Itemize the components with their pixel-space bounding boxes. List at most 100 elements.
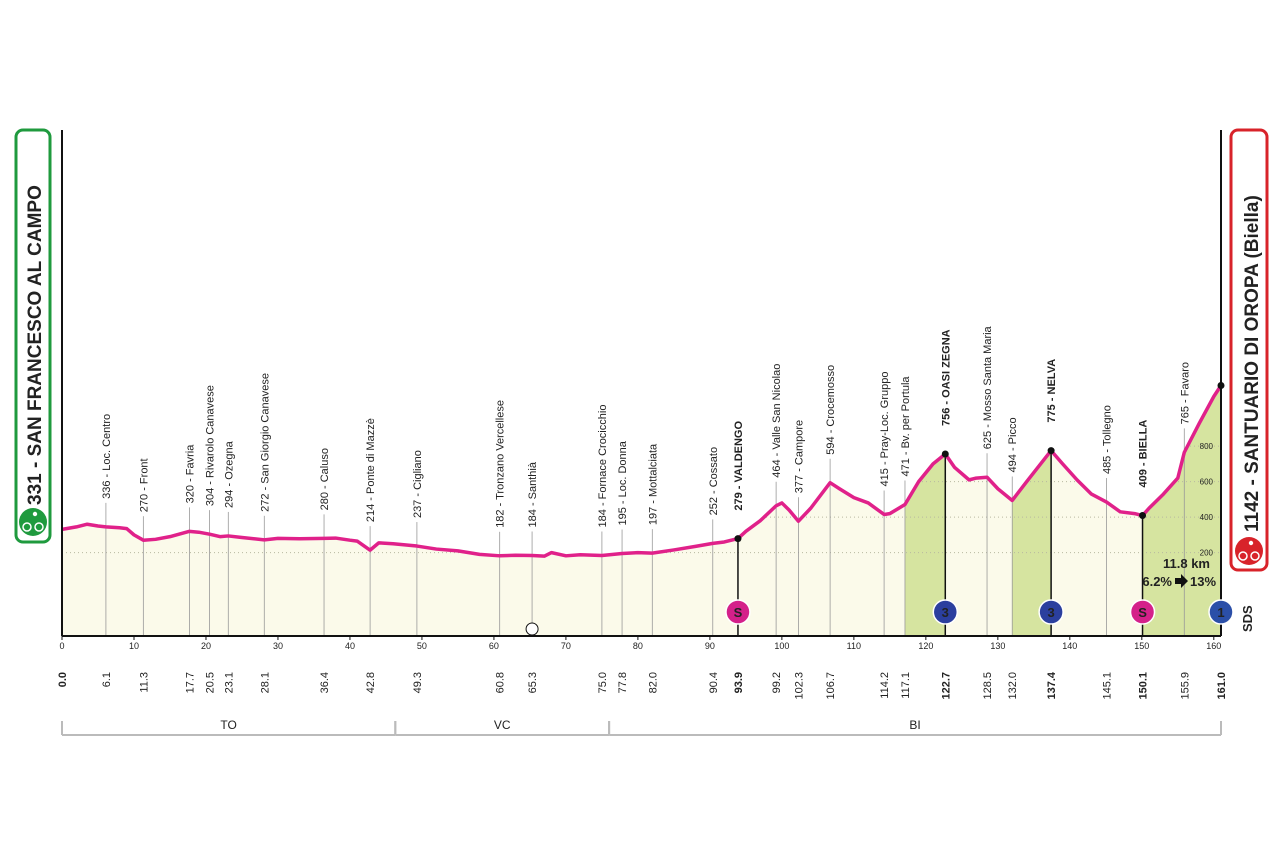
waypoint-name: 625 - Mosso Santa Maria: [982, 325, 994, 449]
waypoint-km: 93.9: [733, 672, 745, 693]
province-label: VC: [494, 718, 511, 732]
waypoint-name: 270 - Front: [138, 458, 150, 512]
x-tick-label: 40: [345, 641, 355, 651]
badge-label: 1: [1217, 605, 1224, 620]
x-tick-label: 140: [1062, 641, 1077, 651]
waypoint-km: 117.1: [900, 672, 912, 699]
waypoint-dot: [1047, 447, 1055, 455]
y-tick-label: 800: [1200, 442, 1214, 451]
x-tick-label: 90: [705, 641, 715, 651]
waypoint-km: 20.5: [205, 672, 217, 693]
x-tick-label: 60: [489, 641, 499, 651]
waypoint-name: 485 - Tollegno: [1102, 405, 1114, 474]
watermark: SDS: [1240, 605, 1255, 632]
start-frame: [14, 128, 52, 544]
climb-zone: [1012, 450, 1052, 636]
waypoint-km: 49.3: [412, 672, 424, 693]
y-tick-label: 400: [1200, 513, 1214, 522]
waypoint-km: 0.0: [57, 672, 69, 687]
waypoint-km: 42.8: [365, 672, 377, 693]
waypoint-name: 494 - Picco: [1007, 417, 1019, 472]
waypoint-name: 464 - Valle San Nicolao: [771, 364, 783, 478]
waypoint-km: 145.1: [1102, 672, 1114, 700]
x-tick-label: 10: [129, 641, 139, 651]
start-icon-wheel: [22, 522, 32, 532]
climb-zone: [1142, 385, 1221, 636]
x-tick-label: 70: [561, 641, 571, 651]
waypoint-km: 17.7: [184, 672, 196, 693]
waypoint-dot: [734, 535, 742, 543]
waypoint-km: 150.1: [1138, 672, 1150, 700]
x-tick-label: 80: [633, 641, 643, 651]
waypoint-name: 237 - Cigliano: [412, 450, 424, 518]
waypoint-km: 60.8: [495, 672, 507, 693]
finish-icon-wheel: [1250, 551, 1260, 561]
waypoint-km: 90.4: [708, 672, 720, 693]
finish-icon-head: [1248, 540, 1254, 546]
feed-zone-icon: [525, 622, 539, 636]
badge: [725, 599, 751, 625]
waypoint-km: 11.3: [138, 672, 150, 693]
waypoint-km: 36.4: [319, 672, 331, 693]
badge-label: 3: [1047, 605, 1054, 620]
finish-frame: [1229, 128, 1269, 572]
finish-box: 1142 - SANTUARIO DI OROPA (Biella): [1229, 128, 1269, 572]
waypoint-km: 137.4: [1046, 671, 1058, 699]
finish-icon: [1235, 537, 1263, 565]
climb-length: 11.8 km: [1163, 556, 1210, 571]
waypoint-name: 320 - Favria: [184, 444, 196, 504]
climb-zone: [904, 453, 946, 636]
x-tick-label: 20: [201, 641, 211, 651]
waypoint-name: 765 - Favaro: [1179, 362, 1191, 424]
waypoint-dot: [941, 450, 949, 458]
waypoint-name: 184 - Santhià: [527, 461, 539, 527]
waypoint-km: 99.2: [771, 672, 783, 693]
x-tick-label: 110: [847, 641, 861, 651]
waypoint-name: 182 - Tronzano Vercellese: [495, 400, 507, 528]
waypoint-km: 23.1: [223, 672, 235, 693]
profile-line: [61, 384, 1223, 558]
badge: [1038, 599, 1064, 625]
x-tick-label: 0: [59, 641, 64, 651]
waypoint-km: 132.0: [1007, 672, 1019, 700]
province-label: BI: [909, 718, 920, 732]
start-label: 331 - SAN FRANCESCO AL CAMPO: [25, 185, 46, 505]
waypoint-km: 28.1: [259, 672, 271, 693]
badge: [932, 599, 959, 625]
waypoint-dot: [1217, 381, 1225, 389]
waypoint-name: 272 - San Giorgio Canavese: [259, 373, 271, 512]
waypoint-name: 195 - Loc. Donna: [617, 440, 629, 525]
start-box: 331 - SAN FRANCESCO AL CAMPO: [14, 128, 52, 544]
start-icon-wheel: [34, 522, 44, 532]
province-label: TO: [220, 718, 236, 732]
x-tick-label: 120: [918, 641, 933, 651]
x-tick-label: 30: [273, 641, 283, 651]
waypoint-name: 594 - Crocemosso: [825, 365, 837, 455]
waypoint-km: 122.7: [940, 672, 952, 700]
x-tick-label: 50: [417, 641, 427, 651]
waypoint-name: 415 - Pray-Loc. Gruppo: [879, 372, 891, 487]
waypoint-name: 184 - Fornace Crocicchio: [597, 405, 609, 528]
climb-arrow: [1175, 574, 1188, 588]
climb-max: 13%: [1190, 574, 1216, 589]
waypoint-km: 82.0: [647, 672, 659, 693]
start-icon: [19, 508, 47, 536]
waypoint-name: 304 - Rivarolo Canavese: [205, 385, 217, 506]
x-tick-label: 160: [1206, 641, 1221, 651]
finish-label: 1142 - SANTUARIO DI OROPA (Biella): [1242, 195, 1263, 532]
waypoint-name: 294 - Ozegna: [223, 440, 235, 508]
waypoint-name: 252 - Cossato: [708, 447, 720, 515]
badge: [1208, 599, 1234, 625]
waypoint-dot: [1139, 512, 1147, 520]
waypoint-name: 471 - Bv. per Portula: [900, 376, 912, 477]
waypoint-name: 756 - OASI ZEGNA: [940, 329, 952, 426]
waypoint-name: 775 - NELVA: [1046, 359, 1058, 423]
provinces: TO VC BI: [61, 718, 1222, 736]
waypoint-name: 377 - Campore: [793, 420, 805, 493]
waypoint-name: 280 - Caluso: [319, 448, 331, 510]
y-tick-label: 200: [1200, 549, 1214, 558]
waypoint-km: 102.3: [793, 672, 805, 700]
